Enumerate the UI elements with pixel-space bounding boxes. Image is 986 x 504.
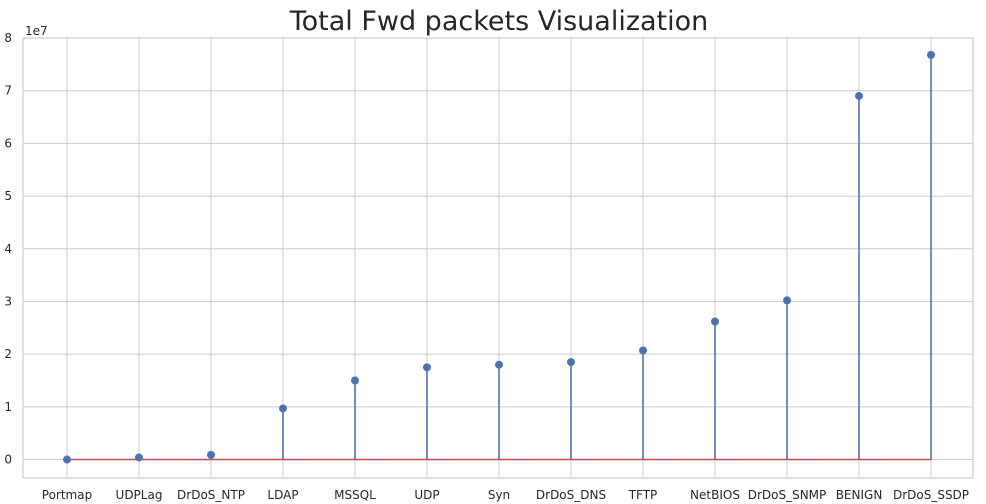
marker-syn	[495, 360, 503, 369]
y-tick-label: 1	[4, 400, 12, 414]
y-tick-label: 5	[4, 189, 12, 203]
x-tick-label: DrDoS_SNMP	[748, 488, 827, 502]
y-tick-label: 0	[4, 453, 12, 467]
x-axis-ticks: Portmap UDPLag DrDoS_NTP LDAP MSSQL UDP Syn DrD…	[42, 488, 969, 502]
x-tick-label: DrDoS_DNS	[536, 488, 606, 502]
marker-drdos_ssdp	[927, 50, 935, 59]
x-tick-label: LDAP	[267, 488, 298, 502]
y-tick-label: 4	[4, 242, 12, 256]
x-tick-label: NetBIOS	[690, 488, 740, 502]
plot-frame	[22, 37, 974, 479]
stems-layer	[138, 54, 932, 460]
marker-drdos_dns	[567, 358, 575, 367]
x-tick-label: Syn	[488, 488, 510, 502]
y-axis-offset-label: 1e7	[25, 24, 48, 38]
y-tick-label: 6	[4, 136, 12, 150]
y-tick-label: 3	[4, 294, 12, 308]
y-tick-label: 7	[4, 84, 12, 98]
y-tick-label: 8	[4, 31, 12, 45]
marker-udplag	[135, 453, 143, 462]
marker-portmap	[63, 455, 71, 464]
marker-udp	[423, 363, 431, 372]
x-tick-label: BENIGN	[836, 488, 883, 502]
marker-ldap	[279, 404, 287, 413]
chart-title: Total Fwd packets Visualization	[289, 6, 709, 37]
marker-benign	[855, 91, 863, 100]
x-tick-label: DrDoS_NTP	[177, 488, 245, 502]
marker-tftp	[639, 346, 647, 355]
marker-mssql	[351, 376, 359, 385]
x-tick-label: MSSQL	[334, 488, 376, 502]
x-tick-label: UDPLag	[116, 488, 163, 502]
y-tick-label: 2	[4, 347, 12, 361]
markers-layer	[63, 50, 935, 464]
x-tick-label: TFTP	[628, 488, 658, 502]
marker-netbios	[711, 317, 719, 326]
marker-drdos_snmp	[783, 296, 791, 305]
grid-layer	[23, 37, 973, 478]
marker-drdos_ntp	[207, 450, 215, 459]
x-tick-label: DrDoS_SSDP	[893, 488, 969, 502]
x-tick-label: Portmap	[42, 488, 92, 502]
x-tick-label: UDP	[414, 488, 439, 502]
y-axis-ticks: 0 1 2 3 4 5 6 7 8	[4, 31, 12, 467]
